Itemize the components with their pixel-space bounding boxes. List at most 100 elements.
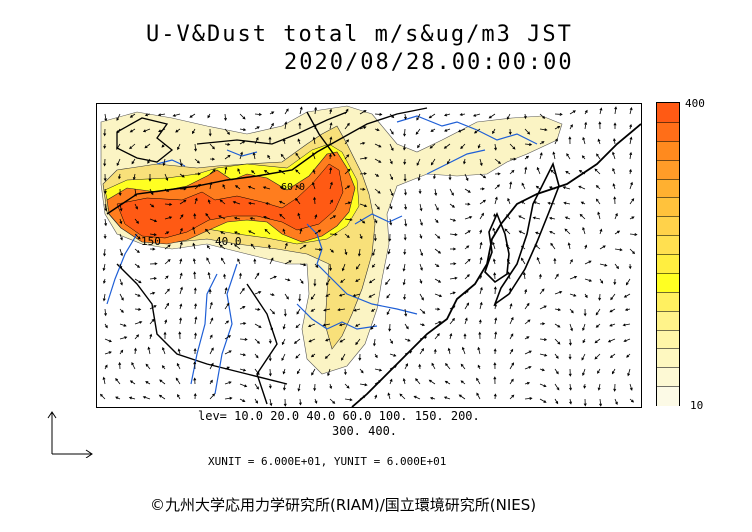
- wind-arrow: [239, 353, 247, 357]
- wind-arrow: [434, 233, 441, 239]
- wind-arrow: [443, 396, 451, 400]
- wind-arrow: [374, 143, 382, 148]
- wind-arrow: [607, 338, 616, 343]
- wind-arrow: [582, 136, 586, 145]
- wind-arrow: [209, 143, 215, 150]
- wind-arrow: [583, 308, 587, 317]
- wind-arrow: [194, 143, 198, 152]
- wind-arrow: [119, 218, 123, 225]
- wind-arrow: [239, 113, 246, 120]
- wind-arrow: [239, 306, 246, 310]
- wind-arrow: [479, 158, 483, 167]
- wind-arrow: [582, 368, 586, 376]
- wind-arrow: [479, 229, 483, 235]
- wind-arrow: [535, 231, 541, 235]
- wind-arrow: [579, 213, 586, 220]
- colorbar-segment: [657, 235, 679, 255]
- wind-arrow: [449, 203, 455, 208]
- wind-arrow: [464, 274, 470, 280]
- wind-arrow: [253, 258, 257, 265]
- wind-arrow: [254, 383, 259, 390]
- wind-arrow: [494, 331, 498, 340]
- wind-arrow: [569, 383, 573, 391]
- wind-arrow: [254, 338, 260, 344]
- wind-arrow: [310, 353, 316, 358]
- wind-arrow: [283, 308, 287, 317]
- wind-arrow: [518, 230, 526, 235]
- wind-arrow: [464, 289, 469, 295]
- wind-arrow: [479, 301, 483, 310]
- wind-arrow: [371, 263, 376, 268]
- wind-arrow: [404, 338, 411, 342]
- wind-arrow: [344, 218, 353, 222]
- wind-arrow: [507, 271, 511, 280]
- wind-arrow: [248, 230, 256, 235]
- wind-arrow: [295, 353, 301, 359]
- wind-arrow: [584, 244, 588, 250]
- wind-arrow: [224, 381, 232, 385]
- wind-arrow: [359, 383, 368, 387]
- wind-arrow: [129, 113, 136, 118]
- wind-arrow: [254, 126, 260, 130]
- wind-arrow: [204, 228, 211, 235]
- wind-arrow: [418, 188, 422, 195]
- wind-arrow: [129, 128, 136, 133]
- copyright-notice: ©九州大学応用力学研究所(RIAM)/国立環境研究所(NIES): [150, 496, 537, 514]
- wind-arrow: [478, 331, 482, 340]
- wind-arrow: [164, 288, 170, 295]
- wind-arrow: [329, 383, 333, 390]
- wind-arrow: [265, 202, 271, 206]
- wind-arrow: [239, 287, 245, 295]
- wind-arrow: [117, 173, 121, 180]
- wind-arrow: [164, 319, 168, 325]
- wind-arrow: [599, 228, 603, 235]
- wind-arrow: [419, 293, 424, 301]
- wind-arrow: [464, 245, 470, 250]
- wind-arrow: [569, 293, 577, 297]
- wind-arrow: [116, 128, 121, 134]
- colorbar-divider: [657, 216, 679, 218]
- wind-arrow: [554, 308, 562, 312]
- wind-arrow: [103, 128, 107, 137]
- wind-arrow: [207, 113, 211, 119]
- wind-arrow: [595, 323, 601, 328]
- wind-arrow: [568, 353, 572, 360]
- wind-arrow: [239, 128, 247, 132]
- wind-arrow: [224, 335, 232, 340]
- wind-arrow: [389, 128, 394, 135]
- wind-arrow: [533, 201, 541, 205]
- wind-arrow: [239, 140, 246, 145]
- wind-arrow: [449, 305, 456, 310]
- wind-arrow: [295, 323, 301, 329]
- wind-arrow: [539, 383, 547, 388]
- wind-arrow: [177, 348, 181, 355]
- wind-arrow: [329, 215, 337, 220]
- wind-arrow: [233, 244, 241, 250]
- colorbar-divider: [657, 291, 679, 293]
- wind-arrow: [134, 233, 141, 240]
- wind-arrow: [460, 143, 466, 150]
- colorbar-segment: [657, 103, 679, 123]
- wind-arrow: [102, 293, 106, 302]
- wind-arrow: [389, 188, 394, 197]
- wind-arrow: [386, 263, 391, 270]
- wind-arrow: [193, 213, 197, 220]
- wind-arrow: [239, 151, 243, 160]
- wind-arrow: [359, 156, 368, 160]
- wind-arrow: [192, 226, 196, 235]
- wind-arrow: [478, 319, 482, 325]
- wind-arrow: [299, 278, 304, 284]
- wind-arrow: [284, 108, 289, 115]
- wind-arrow: [612, 151, 616, 160]
- wind-arrow: [340, 278, 346, 283]
- wind-arrow: [223, 113, 227, 121]
- wind-arrow: [524, 319, 531, 325]
- wind-arrow: [162, 158, 166, 167]
- wind-arrow: [402, 278, 406, 286]
- wind-arrow: [147, 158, 151, 164]
- wind-arrow: [597, 211, 601, 220]
- wind-arrow: [355, 263, 361, 270]
- wind-arrow: [610, 293, 616, 301]
- wind-arrow: [509, 143, 516, 150]
- wind-arrow: [164, 244, 171, 250]
